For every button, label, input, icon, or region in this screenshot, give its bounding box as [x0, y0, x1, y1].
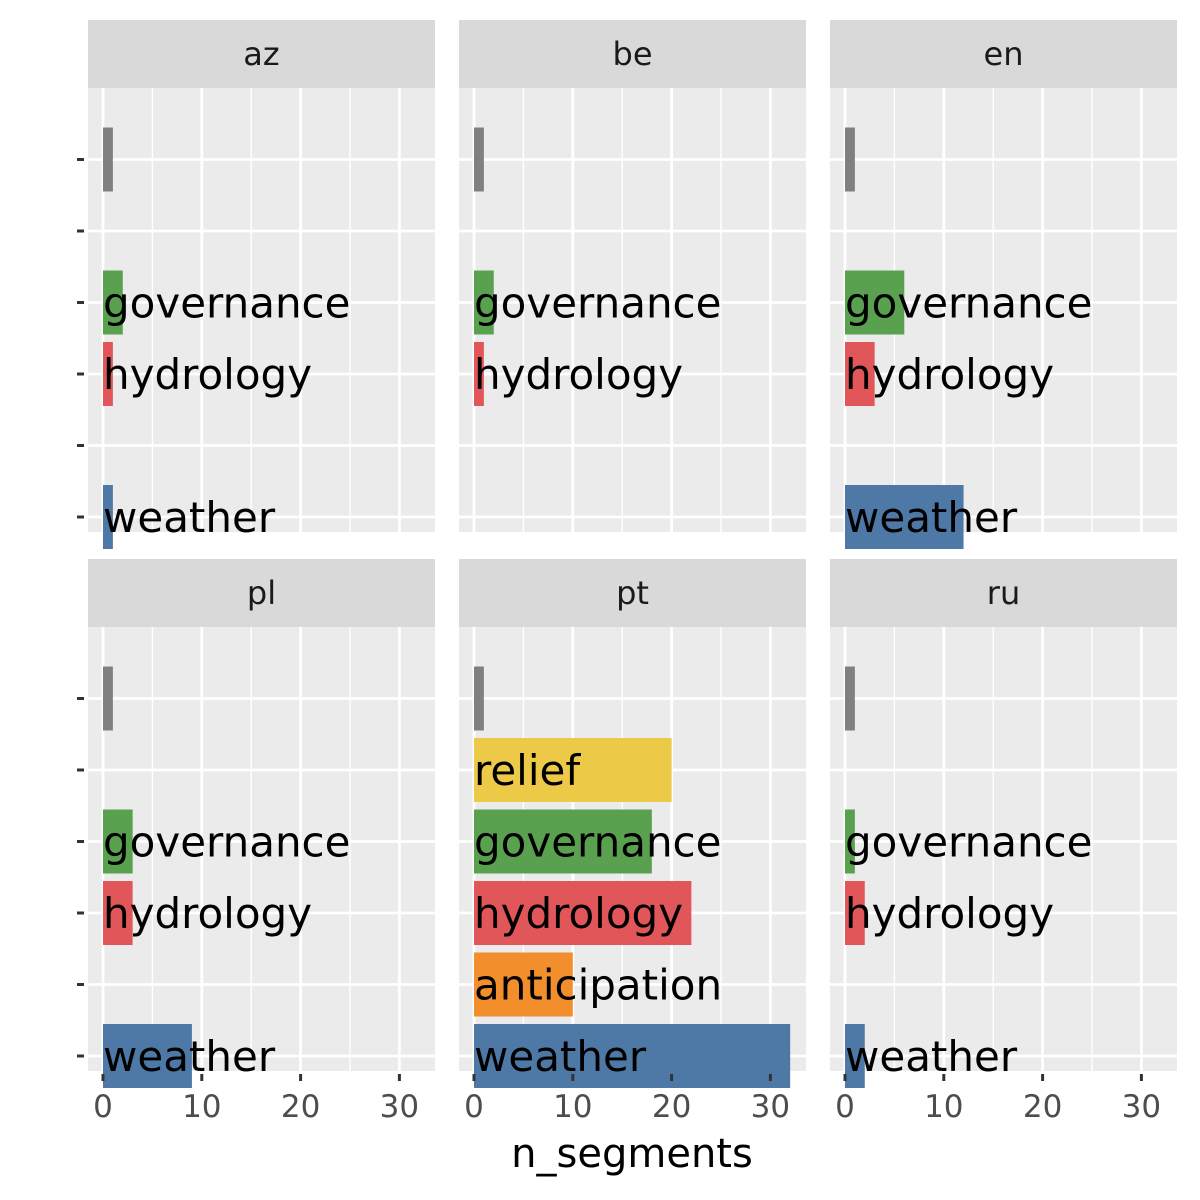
bar-governance — [474, 270, 494, 335]
facet-strip — [830, 20, 1177, 88]
bar-blank — [103, 127, 113, 192]
x-tick-label: 0 — [835, 1089, 855, 1125]
bar-label: governance — [474, 279, 722, 328]
facet-strip-label: az — [243, 35, 279, 73]
bar-label: weather — [845, 1032, 1018, 1081]
plot-area: relief governance hydrology anticipation wea… — [459, 627, 806, 1088]
bar-weather — [474, 1024, 791, 1088]
bar-blank — [845, 666, 855, 731]
bar-weather — [103, 1024, 192, 1088]
x-tick-label: 10 — [924, 1089, 963, 1125]
bar-hydrology — [845, 342, 875, 406]
bar-label: weather — [845, 493, 1018, 542]
bar-hydrology — [474, 342, 484, 406]
bar-label: weather — [474, 1032, 647, 1081]
plot-area: governance hydrology — [459, 88, 806, 532]
bar-label: hydrology — [103, 350, 312, 399]
bar-label: weather — [103, 493, 276, 542]
x-axis-title: n_segments — [511, 1131, 753, 1177]
bar-label: governance — [474, 818, 722, 867]
bar-governance — [474, 809, 652, 874]
x-tick-label: 30 — [380, 1089, 419, 1125]
x-tick-label: 20 — [1023, 1089, 1062, 1125]
x-tick-label: 30 — [1122, 1089, 1161, 1125]
plot-background — [88, 88, 435, 532]
bar-anticipation — [474, 952, 573, 1017]
bar-weather — [103, 485, 113, 549]
bar-hydrology — [474, 881, 692, 945]
bar-label: governance — [103, 818, 351, 867]
bar-label: hydrology — [845, 889, 1054, 938]
bar-label: anticipation — [474, 961, 722, 1010]
bar-label: hydrology — [474, 889, 683, 938]
plot-area: governance hydrology weather — [88, 88, 435, 549]
bar-label: hydrology — [845, 350, 1054, 399]
x-tick-label: 10 — [182, 1089, 221, 1125]
plot-background — [830, 627, 1177, 1071]
x-tick-label: 30 — [751, 1089, 790, 1125]
bar-label: governance — [103, 279, 351, 328]
bar-weather — [845, 485, 964, 549]
bar-label: relief — [474, 746, 581, 795]
bar-weather — [845, 1024, 865, 1088]
plot-background — [459, 88, 806, 532]
facet-strip-label: pl — [247, 574, 276, 612]
bar-blank — [474, 666, 484, 731]
bar-label: hydrology — [103, 889, 312, 938]
facet-strip — [830, 559, 1177, 627]
bar-blank — [845, 127, 855, 192]
x-axes: 0 10 20 30 0 10 20 30 0 10 20 30 — [93, 1074, 1161, 1125]
plot-background — [88, 627, 435, 1071]
x-tick-label: 0 — [464, 1089, 484, 1125]
facet-strip — [88, 20, 435, 88]
bar-relief — [474, 738, 672, 802]
facet-strip — [88, 559, 435, 627]
facet-panel-be: be governance hydrology — [459, 20, 806, 532]
bar-governance — [845, 809, 855, 874]
facet-panel-ru: ru governance hydrology weather — [830, 559, 1177, 1088]
bar-hydrology — [845, 881, 865, 945]
bar-label: governance — [845, 818, 1093, 867]
bar-hydrology — [103, 881, 133, 945]
facet-strip-label: be — [613, 35, 653, 73]
facet-strip — [459, 559, 806, 627]
bar-governance — [845, 270, 905, 335]
x-tick-label: 0 — [93, 1089, 113, 1125]
bar-label: governance — [845, 279, 1093, 328]
facet-panel-az: az governance hydrology weather — [88, 20, 435, 549]
bar-blank — [103, 666, 113, 731]
plot-area: governance hydrology weather — [830, 88, 1177, 549]
y-axis-ticks — [77, 158, 84, 1058]
bar-hydrology — [103, 342, 113, 406]
plot-area: governance hydrology weather — [88, 627, 435, 1088]
facet-strip-label: pt — [616, 574, 649, 612]
x-tick-label: 10 — [553, 1089, 592, 1125]
facet-panels: az governance hydrology weather be governance… — [88, 20, 1177, 1088]
facet-strip-label: ru — [987, 574, 1020, 612]
x-tick-label: 20 — [652, 1089, 691, 1125]
x-tick-label: 20 — [281, 1089, 320, 1125]
bar-label: hydrology — [474, 350, 683, 399]
facet-panel-pt: pt relief governance hydrology anticipation w… — [459, 559, 806, 1088]
facet-strip — [459, 20, 806, 88]
bar-governance — [103, 809, 133, 874]
facet-strip-label: en — [984, 35, 1024, 73]
plot-area: governance hydrology weather — [830, 627, 1177, 1088]
bar-label: weather — [103, 1032, 276, 1081]
bar-governance — [103, 270, 123, 335]
facet-panel-en: en governance hydrology weather — [830, 20, 1177, 549]
facet-panel-pl: pl governance hydrology weather — [88, 559, 435, 1088]
bar-blank — [474, 127, 484, 192]
